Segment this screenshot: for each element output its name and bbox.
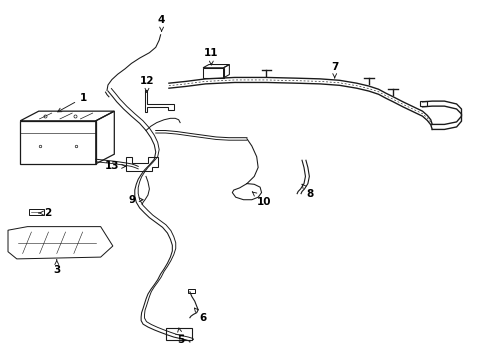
Text: 10: 10 xyxy=(252,192,271,207)
Text: 13: 13 xyxy=(104,161,125,171)
Text: 8: 8 xyxy=(302,184,313,199)
Text: 12: 12 xyxy=(140,76,154,93)
Text: 4: 4 xyxy=(158,15,165,31)
Text: 7: 7 xyxy=(330,62,338,78)
Text: 2: 2 xyxy=(39,208,52,218)
Text: 3: 3 xyxy=(53,260,61,275)
Text: 6: 6 xyxy=(194,308,206,323)
Text: 9: 9 xyxy=(128,195,143,205)
Text: 1: 1 xyxy=(58,93,87,112)
Text: 5: 5 xyxy=(177,328,184,345)
Text: 11: 11 xyxy=(203,48,218,65)
